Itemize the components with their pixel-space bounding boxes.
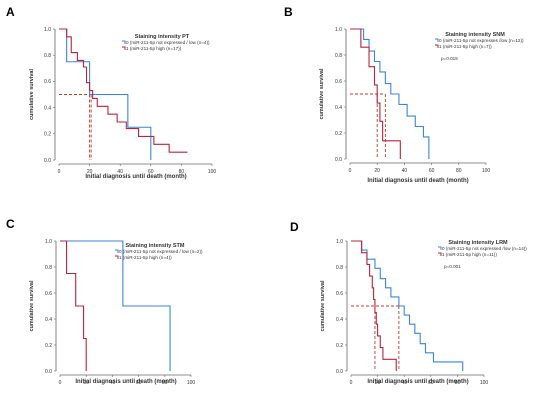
- y-tick-label: 1.0: [336, 239, 343, 245]
- x-tick-label: 80: [455, 380, 461, 386]
- legend-title: Staining intensity SNM: [445, 32, 505, 38]
- x-tick-label: 60: [148, 169, 154, 175]
- x-tick-label: 60: [428, 380, 434, 386]
- y-tick-label: 0.8: [44, 53, 51, 59]
- panel-label: A: [6, 5, 15, 19]
- x-axis-title: Initial diagnosis until death (month): [367, 178, 468, 184]
- x-axis-title: Initial diagnosis until death (month): [367, 379, 468, 385]
- x-tick-label: 20: [375, 380, 381, 386]
- legend-entry: 1 (miR-211-5p high (n=17)): [126, 46, 182, 51]
- x-tick-label: 100: [480, 380, 489, 386]
- y-tick-label: 1.0: [335, 27, 342, 33]
- x-tick-label: 0: [349, 168, 352, 174]
- x-tick-label: 80: [179, 169, 185, 175]
- legend-entry: 0 (miR-211-5p not expressed /low (n=14)): [442, 246, 527, 251]
- y-axis-title: cumulative survival: [29, 69, 35, 121]
- y-tick-label: 0.0: [44, 158, 51, 164]
- survival-curve-high: [60, 240, 87, 371]
- legend-entry: 1 (miR-211-5p high (n=11)): [442, 252, 497, 257]
- y-tick-label: 0.4: [44, 105, 51, 111]
- legend-swatch: [122, 40, 126, 44]
- panel-label: B: [284, 5, 293, 19]
- survival-curve-high: [351, 240, 397, 371]
- y-tick-label: 0.8: [335, 53, 342, 59]
- y-axis-title: cumulative survival: [320, 280, 326, 332]
- panel-b: B 0 20 40 60 80 100 0.0 0.2 0.4 0.6 0.8 1.0 Initial d…: [284, 5, 524, 184]
- x-tick-label: 20: [87, 169, 93, 175]
- y-tick-label: 0.2: [44, 132, 51, 138]
- x-tick-label: 20: [83, 380, 89, 386]
- y-tick-label: 0.6: [44, 79, 51, 85]
- y-tick-label: 0.4: [45, 317, 52, 323]
- x-tick-label: 40: [110, 380, 116, 386]
- legend: Staining intensity PT0 (miR-211-5p not e…: [122, 34, 210, 51]
- legend-entry: 0 (miR-211-5p not expressed / low (n=2)): [119, 249, 203, 254]
- legend-title: Staining intensity LRM: [448, 240, 508, 246]
- legend-swatch: [115, 255, 119, 259]
- x-tick-label: 0: [350, 380, 353, 386]
- x-tick-label: 0: [59, 380, 62, 386]
- p-value: p=0.001: [444, 264, 461, 269]
- y-tick-label: 0.4: [335, 105, 342, 111]
- survival-curve-high: [59, 28, 188, 153]
- y-tick-label: 0.6: [45, 291, 52, 297]
- legend-swatch: [435, 38, 439, 42]
- x-tick-label: 80: [162, 380, 168, 386]
- x-tick-label: 40: [402, 168, 408, 174]
- legend-title: Staining intensity STM: [126, 243, 185, 249]
- legend-entry: 0 (miR-211-5p not expressed / low (n=4)): [126, 40, 210, 45]
- panel-a: A 0 20 40 60 80 100 0.0 0.2 0.4 0.6 0.8 1.0 Initial d…: [6, 5, 216, 180]
- y-tick-label: 0.0: [45, 369, 52, 375]
- x-tick-label: 60: [136, 380, 142, 386]
- legend-swatch: [115, 249, 119, 253]
- x-tick-label: 0: [58, 169, 61, 175]
- y-tick-label: 0.2: [45, 343, 52, 349]
- y-tick-label: 0.6: [336, 291, 343, 297]
- panel-label: C: [6, 217, 15, 231]
- y-tick-label: 0.2: [335, 131, 342, 137]
- x-axis-title: Initial diagnosis until death (month): [75, 379, 176, 385]
- x-tick-label: 100: [482, 168, 491, 174]
- panel-c: C 0 20 40 60 80 100 0.0 0.2 0.4 0.6 0.8 1.0 Initial d…: [6, 217, 203, 386]
- legend-swatch: [438, 246, 442, 250]
- survival-curve-low: [59, 28, 152, 160]
- legend-swatch: [438, 252, 442, 256]
- x-tick-label: 40: [117, 169, 123, 175]
- y-tick-label: 0.6: [335, 79, 342, 85]
- y-axis-title: cumulative survival: [29, 280, 35, 332]
- x-tick-label: 60: [429, 168, 435, 174]
- y-tick-label: 0.8: [336, 265, 343, 271]
- legend-entry: 1 (miR-211-5p high (n=7)): [439, 44, 492, 49]
- panel-label: D: [290, 220, 299, 234]
- legend-entry: 0 (miR-211-5p not expresses /low (n=12)): [439, 38, 524, 43]
- y-tick-label: 1.0: [45, 239, 52, 245]
- y-tick-label: 0.4: [336, 317, 343, 323]
- survival-curve-low: [60, 240, 171, 371]
- y-tick-label: 0.2: [336, 343, 343, 349]
- x-tick-label: 20: [374, 168, 380, 174]
- x-tick-label: 40: [401, 380, 407, 386]
- y-axis-title: cumulative survival: [319, 68, 325, 120]
- x-axis-title: Initial diagnosis until death (month): [85, 174, 186, 180]
- y-tick-label: 0.0: [336, 369, 343, 375]
- y-tick-label: 0.8: [45, 265, 52, 271]
- survival-curve-low: [351, 240, 464, 371]
- panel-d: D 0 20 40 60 80 100 0.0 0.2 0.4 0.6 0.8 1.0 Initial d…: [290, 220, 527, 386]
- x-tick-label: 100: [208, 169, 217, 175]
- x-tick-label: 100: [187, 380, 196, 386]
- y-tick-label: 1.0: [44, 27, 51, 33]
- legend-swatch: [122, 46, 126, 50]
- legend-entry: 1 (miR-211-5p high (n=4)): [119, 255, 172, 260]
- y-tick-label: 0.0: [335, 157, 342, 163]
- legend-swatch: [435, 44, 439, 48]
- p-value: p=0.019: [441, 56, 458, 61]
- legend-title: Staining intensity PT: [135, 34, 190, 40]
- x-tick-label: 80: [456, 168, 462, 174]
- survival-curve-high: [350, 28, 401, 159]
